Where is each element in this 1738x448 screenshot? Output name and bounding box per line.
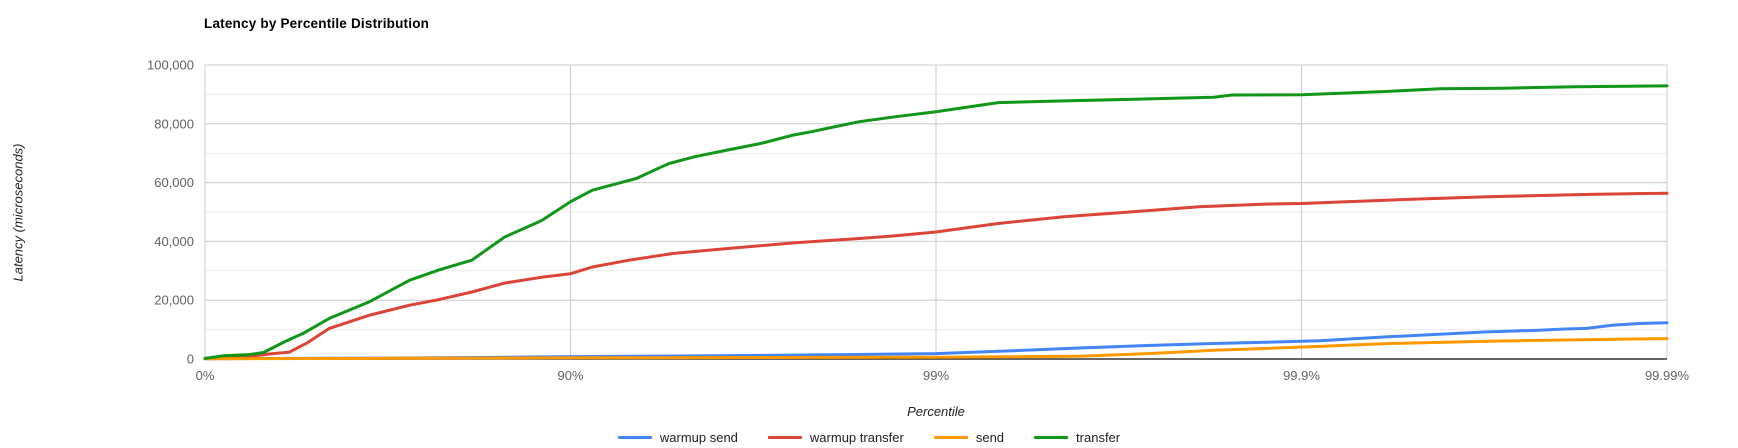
x-axis-title: Percentile [907, 404, 965, 419]
y-tick-label: 80,000 [154, 116, 194, 131]
legend-swatch-icon [767, 436, 802, 439]
legend: warmup send warmup transfer send transfer [0, 430, 1738, 445]
x-tick-label: 0% [196, 368, 215, 383]
y-axis-title: Latency (microseconds) [10, 143, 26, 282]
legend-swatch-icon [933, 436, 968, 439]
y-tick-label: 20,000 [154, 293, 194, 308]
series-line-transfer [203, 84, 1669, 360]
legend-label: transfer [1076, 430, 1121, 445]
x-tick-label: 99% [923, 368, 949, 383]
legend-item-transfer: transfer [1034, 430, 1120, 445]
series-line-send [203, 337, 1669, 361]
legend-label: warmup transfer [809, 430, 904, 445]
x-tick-label: 99.99% [1645, 368, 1690, 383]
legend-label: send [975, 430, 1005, 445]
legend-swatch-icon [617, 436, 652, 439]
y-tick-label: 100,000 [147, 58, 194, 73]
series-line-warmup-transfer [203, 191, 1669, 360]
y-tick-label: 60,000 [154, 175, 194, 190]
legend-label: warmup send [659, 430, 738, 445]
legend-item-warmup-transfer: warmup transfer [767, 430, 904, 445]
legend-item-send: send [933, 430, 1005, 445]
legend-item-warmup-send: warmup send [617, 430, 738, 445]
y-tick-label: 0 [187, 352, 194, 367]
y-tick-label: 40,000 [154, 234, 194, 249]
x-tick-label: 99.9% [1283, 368, 1320, 383]
chart-title: Latency by Percentile Distribution [204, 16, 430, 31]
x-tick-label: 90% [557, 368, 583, 383]
legend-swatch-icon [1034, 436, 1069, 439]
